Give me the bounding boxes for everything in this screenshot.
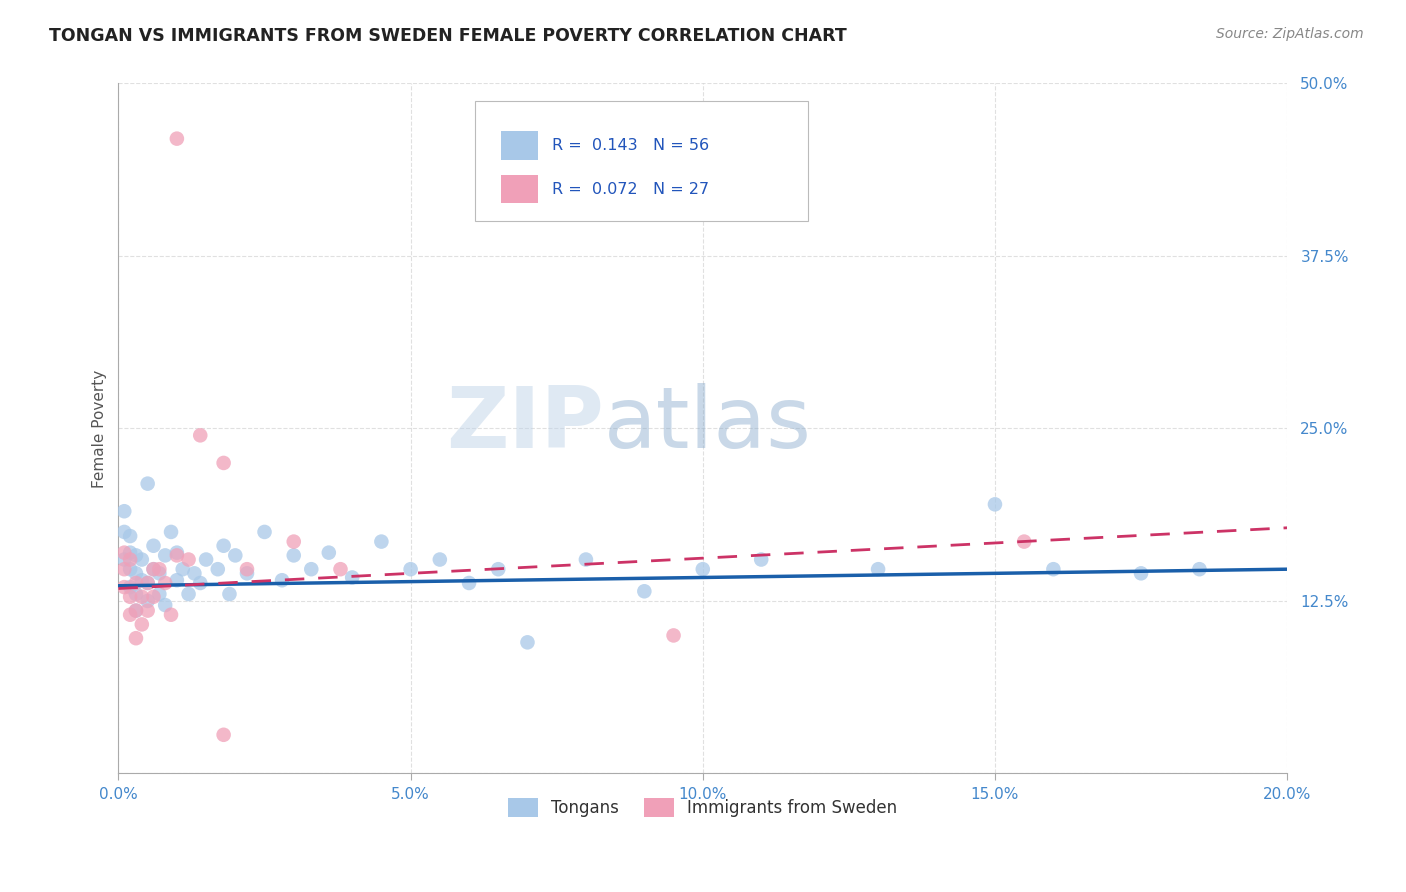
Point bbox=[429, 552, 451, 566]
Point bbox=[299, 562, 322, 576]
Y-axis label: Female Poverty: Female Poverty bbox=[93, 369, 107, 488]
Point bbox=[1042, 562, 1064, 576]
Point bbox=[160, 607, 183, 622]
Point bbox=[212, 728, 235, 742]
Point bbox=[112, 504, 135, 518]
Point bbox=[112, 562, 135, 576]
Point bbox=[125, 604, 148, 618]
Point bbox=[131, 590, 153, 604]
Point bbox=[153, 549, 176, 563]
Point bbox=[166, 546, 188, 560]
Point bbox=[224, 549, 246, 563]
Text: Source: ZipAtlas.com: Source: ZipAtlas.com bbox=[1216, 27, 1364, 41]
Point bbox=[271, 573, 294, 587]
Point bbox=[218, 587, 240, 601]
Point bbox=[984, 497, 1007, 511]
Point bbox=[148, 562, 170, 576]
Point bbox=[136, 604, 159, 618]
FancyBboxPatch shape bbox=[475, 101, 808, 221]
Point bbox=[112, 580, 135, 594]
Text: R =  0.072   N = 27: R = 0.072 N = 27 bbox=[553, 181, 709, 196]
Point bbox=[183, 566, 205, 581]
Point bbox=[136, 476, 159, 491]
Point bbox=[458, 576, 481, 591]
Point bbox=[236, 562, 259, 576]
Text: atlas: atlas bbox=[603, 384, 811, 467]
Point bbox=[136, 576, 159, 591]
Point bbox=[1130, 566, 1153, 581]
Point bbox=[160, 524, 183, 539]
Point bbox=[207, 562, 229, 576]
Point bbox=[142, 539, 165, 553]
Point bbox=[120, 546, 142, 560]
Point bbox=[120, 529, 142, 543]
Point bbox=[112, 546, 135, 560]
Point bbox=[662, 628, 685, 642]
Point bbox=[1012, 534, 1035, 549]
Point bbox=[172, 562, 194, 576]
Point bbox=[131, 573, 153, 587]
Bar bbox=[501, 131, 538, 160]
Point bbox=[195, 552, 218, 566]
Point bbox=[283, 549, 305, 563]
Point bbox=[136, 594, 159, 608]
Point bbox=[283, 534, 305, 549]
Point bbox=[142, 562, 165, 576]
Point bbox=[125, 549, 148, 563]
Point bbox=[125, 566, 148, 581]
Point bbox=[166, 573, 188, 587]
Point bbox=[131, 617, 153, 632]
Bar bbox=[501, 175, 538, 203]
Point bbox=[318, 546, 340, 560]
Point bbox=[177, 587, 200, 601]
Text: R =  0.143   N = 56: R = 0.143 N = 56 bbox=[553, 138, 709, 153]
Point bbox=[131, 552, 153, 566]
Legend: Tongans, Immigrants from Sweden: Tongans, Immigrants from Sweden bbox=[502, 791, 904, 823]
Point bbox=[399, 562, 422, 576]
Point bbox=[1188, 562, 1211, 576]
Text: ZIP: ZIP bbox=[446, 384, 603, 467]
Point bbox=[136, 576, 159, 591]
Point bbox=[212, 456, 235, 470]
Point bbox=[188, 428, 211, 442]
Point bbox=[692, 562, 714, 576]
Point bbox=[112, 552, 135, 566]
Point bbox=[236, 566, 259, 581]
Point bbox=[125, 576, 148, 591]
Point bbox=[153, 598, 176, 612]
Point bbox=[142, 590, 165, 604]
Point bbox=[142, 562, 165, 576]
Point bbox=[125, 604, 148, 618]
Point bbox=[120, 552, 142, 566]
Point bbox=[212, 539, 235, 553]
Point bbox=[749, 552, 772, 566]
Point bbox=[125, 587, 148, 601]
Point bbox=[516, 635, 538, 649]
Point bbox=[148, 587, 170, 601]
Point bbox=[486, 562, 509, 576]
Point bbox=[120, 590, 142, 604]
Point bbox=[120, 580, 142, 594]
Point bbox=[166, 131, 188, 145]
Point bbox=[112, 524, 135, 539]
Point bbox=[868, 562, 890, 576]
Point bbox=[253, 524, 276, 539]
Point bbox=[329, 562, 352, 576]
Point bbox=[340, 570, 363, 584]
Point bbox=[177, 552, 200, 566]
Point bbox=[120, 607, 142, 622]
Point bbox=[575, 552, 598, 566]
Point bbox=[370, 534, 392, 549]
Point bbox=[633, 584, 655, 599]
Point bbox=[148, 566, 170, 581]
Point bbox=[188, 576, 211, 591]
Point bbox=[166, 549, 188, 563]
Point bbox=[125, 631, 148, 645]
Point bbox=[120, 562, 142, 576]
Text: TONGAN VS IMMIGRANTS FROM SWEDEN FEMALE POVERTY CORRELATION CHART: TONGAN VS IMMIGRANTS FROM SWEDEN FEMALE … bbox=[49, 27, 846, 45]
Point bbox=[153, 576, 176, 591]
